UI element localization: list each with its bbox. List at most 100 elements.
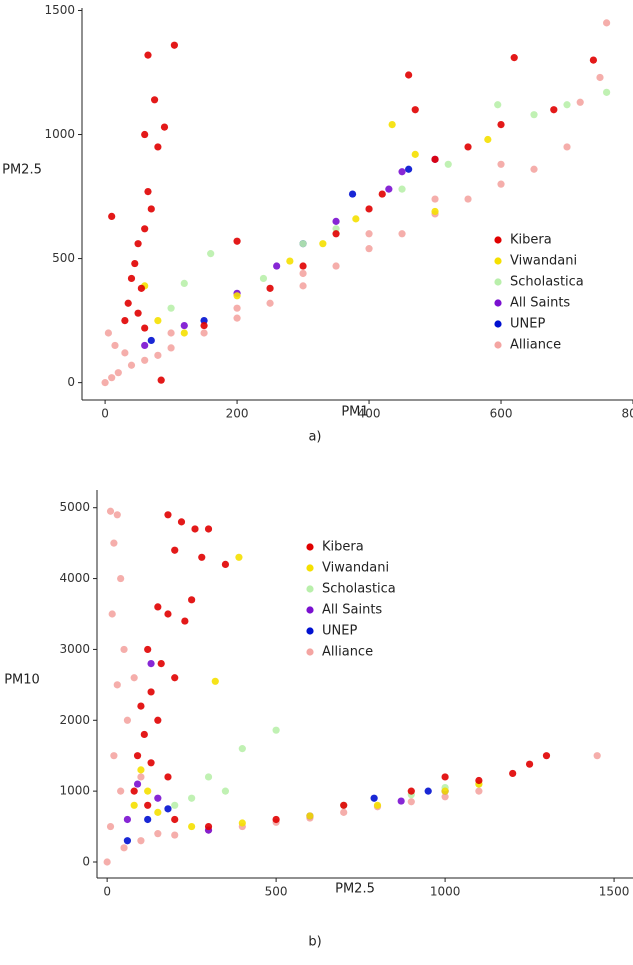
point [272, 726, 280, 734]
point [204, 525, 213, 533]
legend-label: All Saints [322, 603, 382, 618]
point [603, 88, 611, 96]
point [200, 317, 208, 325]
point [177, 518, 186, 526]
point [171, 546, 179, 554]
point [424, 787, 432, 795]
legend-marker [306, 564, 314, 572]
point [137, 837, 145, 845]
point [154, 794, 162, 802]
point [123, 837, 132, 845]
x-tick-label: 0 [101, 407, 109, 421]
point [431, 155, 439, 163]
point [464, 195, 472, 203]
point [431, 195, 439, 203]
point [484, 135, 492, 144]
point [444, 160, 452, 168]
point [117, 574, 125, 583]
point [398, 230, 406, 238]
point [332, 230, 340, 238]
point [378, 190, 386, 198]
point [137, 773, 145, 781]
point [130, 674, 138, 682]
point [141, 130, 149, 139]
y-axis-label: PM2.5 [2, 163, 42, 178]
point [108, 212, 116, 221]
point [464, 143, 472, 151]
point [133, 780, 142, 788]
point [259, 274, 268, 283]
point [141, 324, 149, 332]
point [123, 815, 132, 824]
point [497, 160, 505, 168]
caption: a) [308, 430, 321, 445]
point [494, 101, 502, 109]
point [497, 180, 505, 188]
point [388, 121, 396, 129]
point [171, 801, 179, 809]
point [154, 830, 162, 838]
point [299, 282, 307, 290]
legend-label: All Saints [510, 296, 570, 311]
point [180, 279, 188, 287]
point [147, 336, 155, 345]
legend-marker [494, 257, 502, 265]
point [198, 553, 206, 561]
legend-marker [306, 648, 314, 656]
point [286, 257, 294, 265]
point [405, 165, 413, 173]
point [124, 299, 132, 307]
point [235, 553, 243, 561]
point [137, 766, 145, 774]
point [204, 773, 213, 781]
legend-label: Viwandani [510, 254, 577, 269]
point [141, 341, 149, 350]
y-tick-label: 1500 [44, 3, 75, 17]
point [144, 801, 152, 809]
point [123, 716, 132, 724]
legend-label: Viwandani [322, 561, 389, 576]
y-tick-label: 500 [52, 251, 75, 265]
point [385, 185, 393, 193]
point [141, 225, 149, 233]
point [563, 143, 571, 151]
point [164, 773, 172, 781]
point [272, 815, 280, 824]
point [127, 274, 136, 283]
point [180, 329, 188, 337]
y-tick-label: 2000 [59, 713, 90, 727]
x-tick-label: 400 [358, 407, 381, 421]
legend-label: Kibera [510, 233, 552, 248]
point [207, 250, 215, 258]
point [407, 798, 415, 806]
point [154, 808, 162, 816]
point [563, 101, 571, 109]
point [164, 610, 172, 618]
legend-label: UNEP [510, 317, 545, 332]
point [157, 376, 165, 384]
legend-label: Scholastica [322, 582, 396, 597]
point [299, 262, 307, 270]
point [167, 344, 175, 352]
legend-marker [494, 299, 502, 307]
point [110, 752, 118, 760]
point [266, 284, 274, 292]
legend-marker [494, 320, 502, 328]
legend-label: Alliance [322, 645, 373, 660]
point [441, 793, 449, 801]
y-tick-label: 4000 [59, 571, 90, 585]
point [332, 217, 340, 225]
point [603, 19, 611, 27]
y-tick-label: 1000 [44, 127, 75, 141]
y-tick-label: 5000 [59, 500, 90, 514]
point [233, 237, 241, 245]
point [441, 773, 449, 781]
x-tick-label: 1000 [430, 885, 461, 899]
point [530, 111, 538, 119]
legend-marker [306, 543, 314, 551]
point [154, 317, 162, 325]
point [370, 794, 378, 802]
point [134, 309, 142, 317]
point [431, 207, 439, 216]
